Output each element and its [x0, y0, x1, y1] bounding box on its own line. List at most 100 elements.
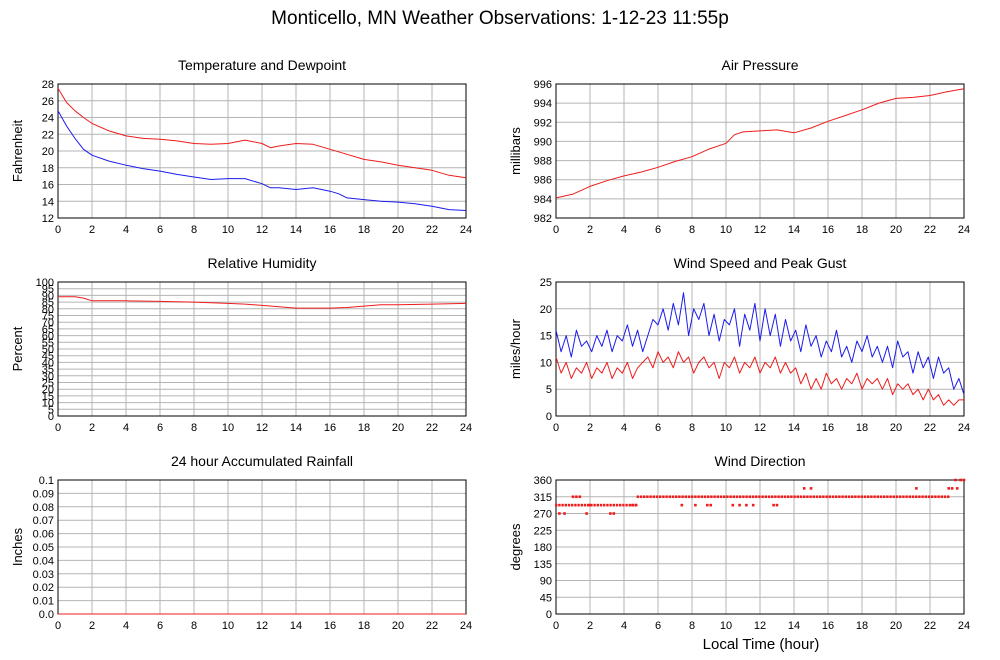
direction-point [838, 495, 841, 499]
direction-point [709, 503, 712, 507]
y-tick-label: 95 [42, 284, 54, 296]
y-tick-label: 28 [42, 79, 54, 91]
direction-point [915, 495, 918, 499]
direction-point [687, 495, 691, 499]
x-tick-label: 4 [621, 224, 627, 236]
x-tick-label: 10 [222, 422, 234, 434]
y-tick-label: 0.1 [39, 475, 54, 487]
x-tick-label: 14 [788, 224, 800, 236]
direction-point [588, 503, 592, 507]
x-tick-label: 22 [426, 422, 438, 434]
direction-point [886, 495, 889, 499]
x-tick-label: 20 [392, 620, 404, 632]
x-tick-label: 24 [460, 422, 472, 434]
direction-point [943, 495, 947, 499]
direction-point [735, 495, 739, 499]
x-tick-label: 18 [856, 422, 868, 434]
direction-point [738, 503, 741, 507]
x-tick-label: 12 [754, 422, 766, 434]
direction-point [819, 495, 822, 499]
x-tick-label: 22 [924, 620, 936, 632]
direction-point [571, 503, 574, 507]
y-tick-label: 25 [42, 378, 54, 390]
direction-point [799, 495, 803, 499]
direction-point [751, 495, 755, 499]
y-tick-label: 12 [42, 213, 54, 225]
y-tick-label: 984 [534, 194, 552, 206]
x-tick-label: 12 [256, 224, 268, 236]
direction-point [950, 487, 954, 490]
direction-point [615, 503, 619, 507]
direction-point [934, 495, 937, 499]
y-axis-label: Percent [10, 326, 25, 371]
direction-point [758, 495, 761, 499]
x-tick-label: 10 [222, 224, 234, 236]
y-axis-label: miles/hour [508, 318, 523, 379]
x-tick-label: 14 [290, 422, 302, 434]
direction-point [609, 512, 612, 515]
direction-point [860, 495, 863, 499]
x-tick-label: 8 [191, 422, 197, 434]
direction-point [828, 495, 831, 499]
direction-point [574, 503, 577, 507]
panel-title-rain: 24 hour Accumulated Rainfall [171, 453, 353, 469]
direction-point [777, 495, 780, 499]
direction-point [583, 503, 587, 507]
y-tick-label: 0.07 [33, 515, 54, 527]
direction-point [675, 495, 678, 499]
y-tick-label: 14 [42, 196, 54, 208]
y-tick-label: 55 [42, 337, 54, 349]
x-tick-label: 16 [822, 620, 834, 632]
x-tick-label: 0 [553, 224, 559, 236]
x-tick-label: 10 [720, 620, 732, 632]
y-tick-label: 24 [42, 113, 54, 125]
chart-title: Monticello, MN Weather Observations: 1-1… [271, 8, 729, 29]
series-line-wind-blue [555, 292, 965, 395]
direction-point [622, 503, 625, 507]
direction-point [662, 495, 665, 499]
x-tick-label: 16 [324, 620, 336, 632]
y-tick-label: 0.04 [33, 555, 54, 567]
direction-point [563, 512, 566, 515]
y-tick-label: 996 [534, 79, 552, 91]
panel-title-humidity: Relative Humidity [208, 255, 317, 271]
x-tick-label: 10 [720, 224, 732, 236]
direction-point [668, 495, 671, 499]
direction-point [612, 503, 615, 507]
direction-point [681, 495, 684, 499]
x-tick-label: 24 [460, 224, 472, 236]
direction-point [643, 495, 646, 499]
direction-point [619, 503, 622, 507]
y-tick-label: 0.05 [33, 542, 54, 554]
y-tick-label: 0.03 [33, 569, 54, 581]
y-tick-label: 30 [42, 371, 54, 383]
y-tick-label: 988 [534, 156, 552, 168]
series-line-pressure-red [555, 88, 965, 199]
x-tick-label: 6 [655, 620, 661, 632]
x-tick-label: 18 [358, 422, 370, 434]
direction-point [867, 495, 870, 499]
direction-point [924, 495, 927, 499]
panel-title-wind: Wind Speed and Peak Gust [674, 255, 847, 271]
x-tick-label: 4 [621, 422, 627, 434]
y-tick-label: 10 [540, 357, 552, 369]
direction-point [713, 495, 716, 499]
direction-point [844, 495, 847, 499]
direction-point [831, 495, 835, 499]
direction-point [578, 495, 582, 499]
direction-point [902, 495, 905, 499]
y-tick-label: 990 [534, 136, 552, 148]
direction-point [745, 495, 748, 499]
direction-point [671, 495, 675, 499]
y-tick-label: 16 [42, 180, 54, 192]
x-tick-label: 8 [689, 422, 695, 434]
x-tick-label: 12 [256, 620, 268, 632]
y-tick-label: 22 [42, 129, 54, 141]
direction-point [636, 495, 639, 499]
y-tick-label: 85 [42, 297, 54, 309]
x-tick-label: 24 [958, 224, 970, 236]
panel-title-direction: Wind Direction [714, 453, 805, 469]
x-tick-label: 6 [157, 224, 163, 236]
direction-point [625, 503, 628, 507]
